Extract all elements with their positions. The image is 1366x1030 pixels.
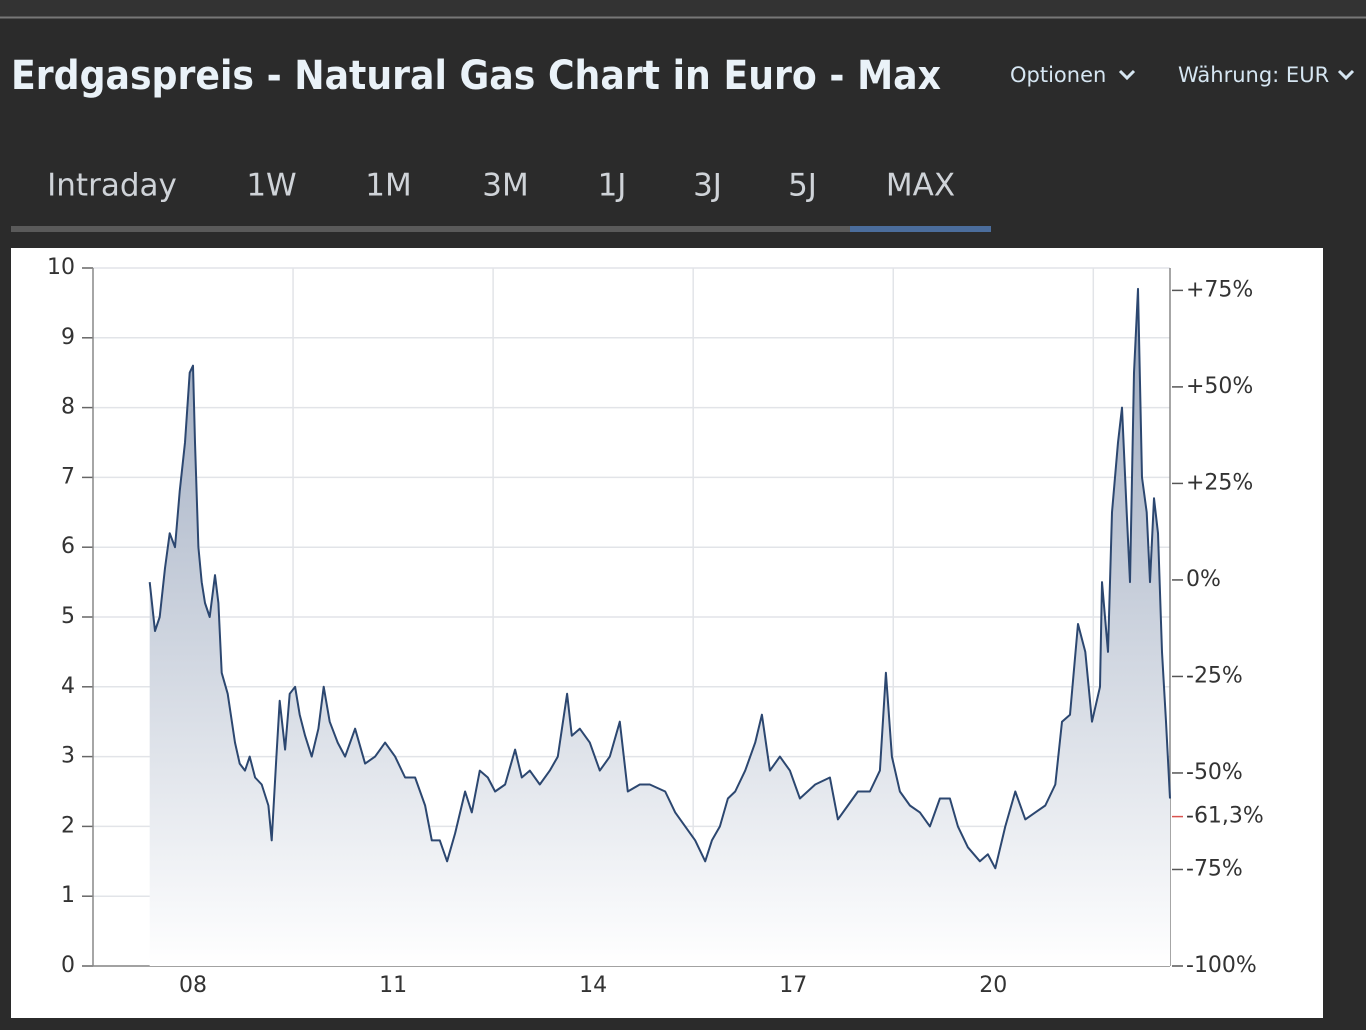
tab[interactable]: 1J	[598, 168, 627, 204]
active-tab-indicator[interactable]	[850, 226, 991, 232]
tab[interactable]: 1M	[365, 168, 411, 204]
tab[interactable]: 1W	[246, 168, 296, 204]
y-tick-label: 0	[61, 953, 75, 978]
y-tick-label: 3	[61, 744, 75, 769]
y2-tick-label: -25%	[1186, 663, 1243, 688]
x-tick-label: 11	[379, 973, 407, 998]
y-tick-label: 8	[61, 395, 75, 420]
tab-bar: Intraday 1W 1M 3M 1J 3J 5J MAX	[11, 168, 991, 232]
tab[interactable]: Intraday	[47, 168, 177, 204]
options-label[interactable]: Optionen	[1010, 63, 1106, 87]
y-tick-label: 6	[61, 534, 75, 559]
y-tick-label: 10	[47, 255, 75, 280]
last-change-label: -61,3%	[1186, 804, 1264, 829]
y-tick-label: 4	[61, 674, 75, 699]
tab[interactable]: 5J	[788, 168, 817, 204]
y2-tick-label: -100%	[1186, 953, 1257, 978]
chevron[interactable]	[1118, 69, 1136, 81]
options-menu[interactable]: Optionen	[1010, 63, 1136, 87]
y-tick-label: 9	[61, 325, 75, 350]
y2-tick-label: -50%	[1186, 760, 1243, 785]
x-tick-label: 14	[579, 973, 607, 998]
tab[interactable]: 3M	[482, 168, 528, 204]
tab-underline	[11, 226, 991, 232]
page-title: Erdgaspreis - Natural Gas Chart in Euro …	[11, 53, 941, 99]
x-tick-label: 17	[779, 973, 807, 998]
plot: 0 1 2 3 4 5 6 7 8 9 10 08 11 14 17 20 +75% +50% +25% 0% -25%…	[47, 255, 1264, 998]
area-fill	[149, 288, 1170, 966]
y2-tick-label: -75%	[1186, 856, 1243, 881]
currency-menu[interactable]: Währung: EUR	[1178, 63, 1355, 87]
y2-tick-label: +50%	[1186, 374, 1253, 399]
chevron[interactable]	[1337, 69, 1355, 81]
y2-tick-label: +25%	[1186, 470, 1253, 495]
currency-label[interactable]: Währung: EUR	[1178, 63, 1329, 87]
tab[interactable]: MAX	[886, 168, 955, 204]
y2-tick-label: 0%	[1186, 567, 1221, 592]
x-tick-label: 20	[979, 973, 1007, 998]
y-tick-label: 1	[61, 883, 75, 908]
y-tick-label: 7	[61, 464, 75, 489]
top-bar	[0, 0, 1366, 17]
y-tick-label: 5	[61, 604, 75, 629]
price-line	[148, 287, 1171, 870]
y2-tick-label: +75%	[1186, 277, 1253, 302]
tab[interactable]: 3J	[693, 168, 722, 204]
y-tick-label: 2	[61, 813, 75, 838]
x-tick-label: 08	[179, 973, 207, 998]
